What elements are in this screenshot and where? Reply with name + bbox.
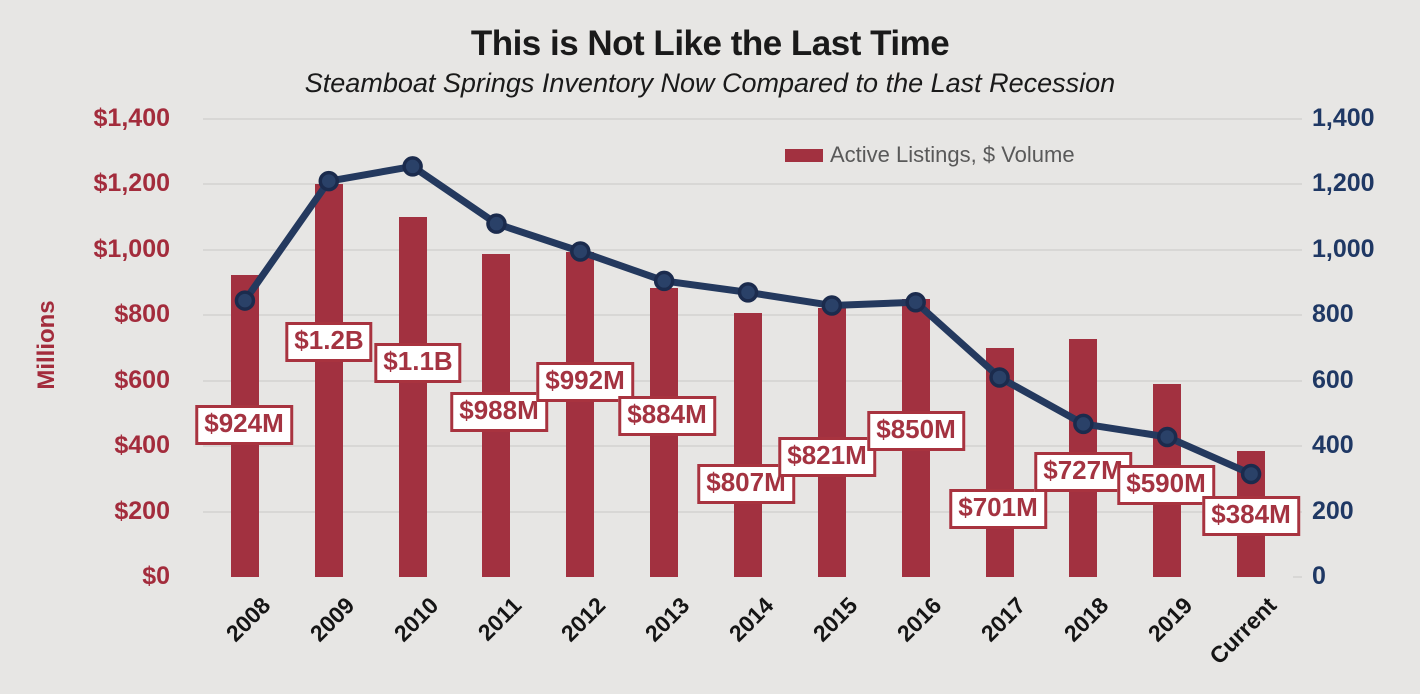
x-axis-label-2013: 2013 — [639, 592, 695, 647]
right-axis-tick-1400 — [1293, 118, 1302, 120]
right-axis-label-1000: 1,000 — [1312, 234, 1375, 263]
legend-label: Active Listings, $ Volume — [830, 142, 1075, 167]
gridline-1400 — [203, 118, 1293, 120]
left-axis-label-400: $400 — [114, 431, 170, 460]
right-axis-label-400: 400 — [1312, 431, 1354, 460]
right-axis-tick-600 — [1293, 379, 1302, 382]
right-axis-tick-1000 — [1293, 248, 1302, 251]
line-marker-2014 — [737, 282, 759, 303]
bar-2010 — [398, 217, 427, 577]
gridline-1200 — [203, 183, 1293, 186]
bar-2014 — [734, 312, 762, 577]
bar-2009 — [314, 184, 343, 577]
left-axis-label-1200: $1,200 — [93, 169, 170, 198]
bar-2012 — [566, 252, 595, 577]
left-axis-label-1000: $1,000 — [93, 234, 170, 263]
x-axis-label-2014: 2014 — [723, 592, 779, 647]
x-axis-label-2019: 2019 — [1143, 592, 1198, 647]
line-marker-2010 — [402, 156, 423, 177]
right-axis-tick-400 — [1293, 445, 1302, 448]
chart-title: This is Not Like the Last Time — [470, 24, 950, 63]
left-axis-title: Millions — [33, 300, 60, 390]
right-axis-tick-0 — [1293, 576, 1302, 578]
right-axis-tick-1200 — [1293, 183, 1302, 186]
data-label-Current: $384M — [1202, 496, 1300, 536]
data-label-2016: $850M — [867, 411, 965, 451]
data-label-2010: $1.1B — [374, 343, 462, 383]
bar-2017 — [985, 347, 1014, 577]
data-label-2013: $884M — [618, 396, 716, 436]
data-label-2009: $1.2B — [285, 322, 373, 362]
x-axis-label-2012: 2012 — [556, 592, 611, 647]
x-axis-label-2008: 2008 — [220, 592, 276, 647]
x-axis-label-2018: 2018 — [1059, 592, 1114, 647]
right-axis-label-0: 0 — [1312, 562, 1326, 590]
data-label-2017: $701M — [949, 489, 1047, 529]
x-axis-label-Current: Current — [1204, 592, 1282, 670]
data-label-2011: $988M — [450, 392, 548, 432]
data-label-2019: $590M — [1117, 465, 1215, 505]
line-marker-2011 — [486, 213, 507, 234]
x-axis-label-2010: 2010 — [388, 592, 443, 647]
left-axis-label-200: $200 — [114, 496, 170, 525]
left-axis-label-1400: $1,400 — [93, 104, 170, 132]
x-axis-label-2015: 2015 — [807, 592, 863, 647]
right-axis-label-1400: 1,400 — [1312, 104, 1375, 132]
x-axis-label-2011: 2011 — [473, 592, 527, 646]
right-axis-label-1200: 1,200 — [1312, 169, 1375, 198]
left-axis-label-0: $0 — [142, 562, 170, 590]
left-axis-label-800: $800 — [114, 300, 170, 329]
legend: Active Listings, $ Volume — [785, 142, 1075, 168]
right-axis-label-600: 600 — [1312, 365, 1354, 394]
right-axis-label-200: 200 — [1312, 496, 1354, 525]
right-axis-tick-800 — [1293, 314, 1302, 317]
data-label-2015: $821M — [778, 437, 876, 477]
x-axis-label-2016: 2016 — [891, 592, 947, 647]
x-axis-label-2009: 2009 — [304, 592, 360, 647]
right-axis-label-800: 800 — [1312, 300, 1354, 329]
data-label-2008: $924M — [195, 405, 293, 445]
legend-swatch-bar — [785, 148, 823, 162]
gridline-1000 — [203, 248, 1293, 251]
chart-subtitle: Steamboat Springs Inventory Now Compared… — [304, 68, 1116, 98]
left-axis-label-600: $600 — [114, 365, 170, 394]
x-axis-label-2017: 2017 — [975, 592, 1030, 647]
